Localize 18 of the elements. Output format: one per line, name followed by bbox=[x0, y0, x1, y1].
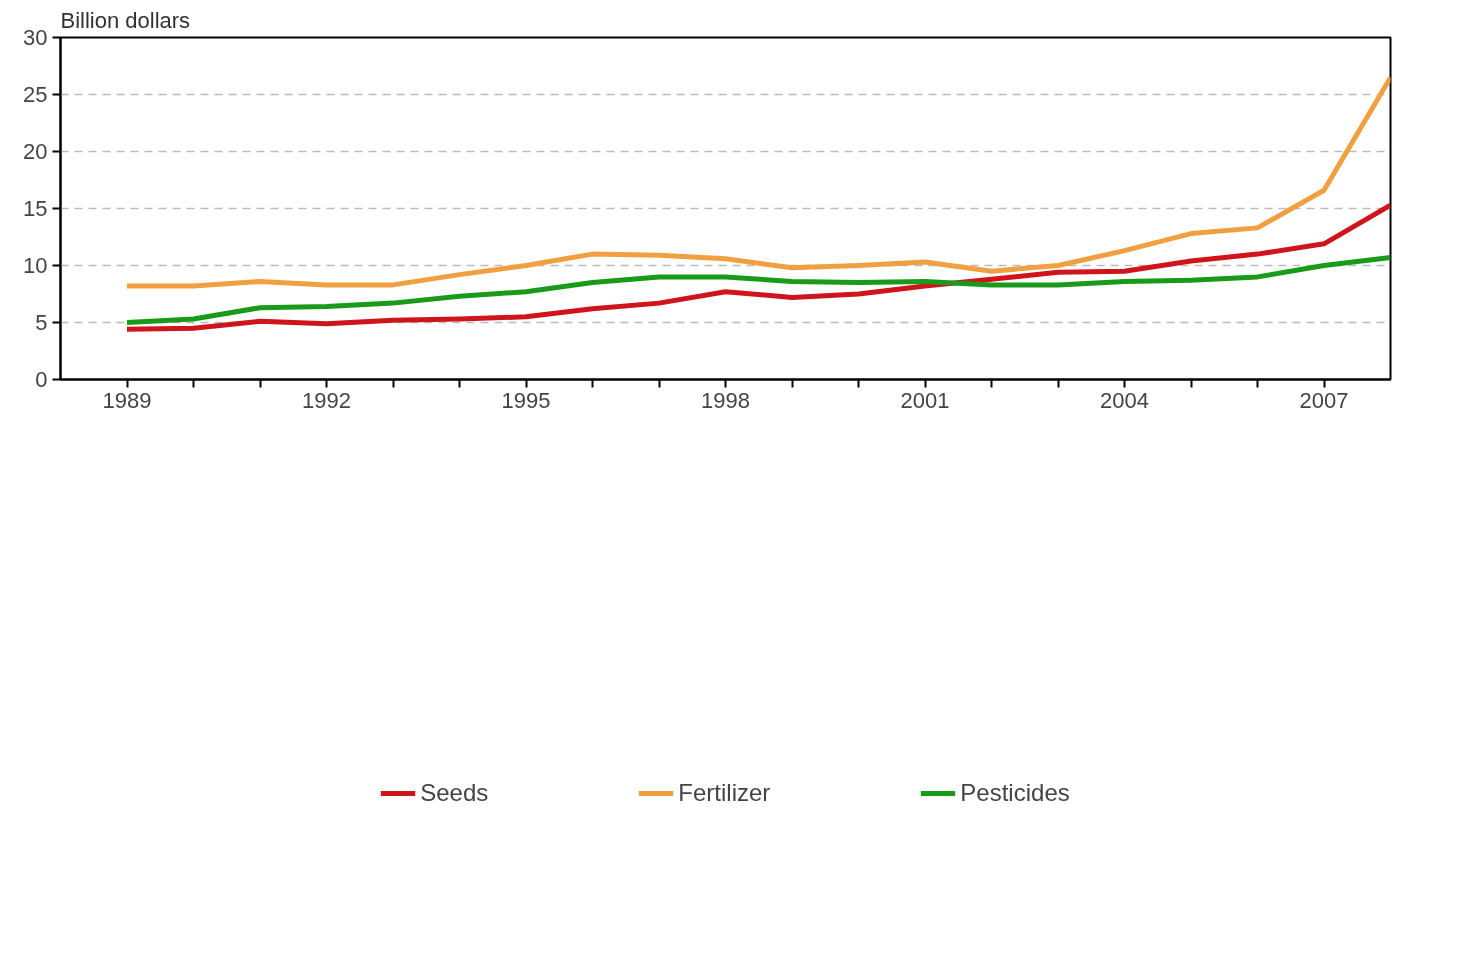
legend-label: Seeds bbox=[420, 779, 489, 807]
x-tick-label: 1992 bbox=[302, 387, 351, 413]
y-tick-label: 10 bbox=[23, 253, 48, 278]
y-tick-label: 25 bbox=[23, 82, 48, 107]
x-tick-label: 1989 bbox=[102, 387, 152, 413]
x-tick-label: 2001 bbox=[900, 387, 950, 413]
x-tick-label: 1995 bbox=[501, 387, 551, 413]
x-tick-label: 2004 bbox=[1100, 387, 1149, 413]
y-tick-label: 20 bbox=[23, 139, 48, 164]
x-tick-label: 2007 bbox=[1299, 387, 1349, 413]
legend-label: Fertilizer bbox=[678, 779, 771, 807]
y-tick-label: 15 bbox=[23, 196, 48, 221]
legend-label: Pesticides bbox=[960, 779, 1070, 807]
y-tick-label: 30 bbox=[23, 25, 48, 50]
y-tick-label: 5 bbox=[35, 310, 48, 335]
y-tick-label: 0 bbox=[35, 367, 48, 392]
x-tick-label: 1998 bbox=[701, 387, 750, 413]
y-axis-title: Billion dollars bbox=[60, 7, 191, 33]
